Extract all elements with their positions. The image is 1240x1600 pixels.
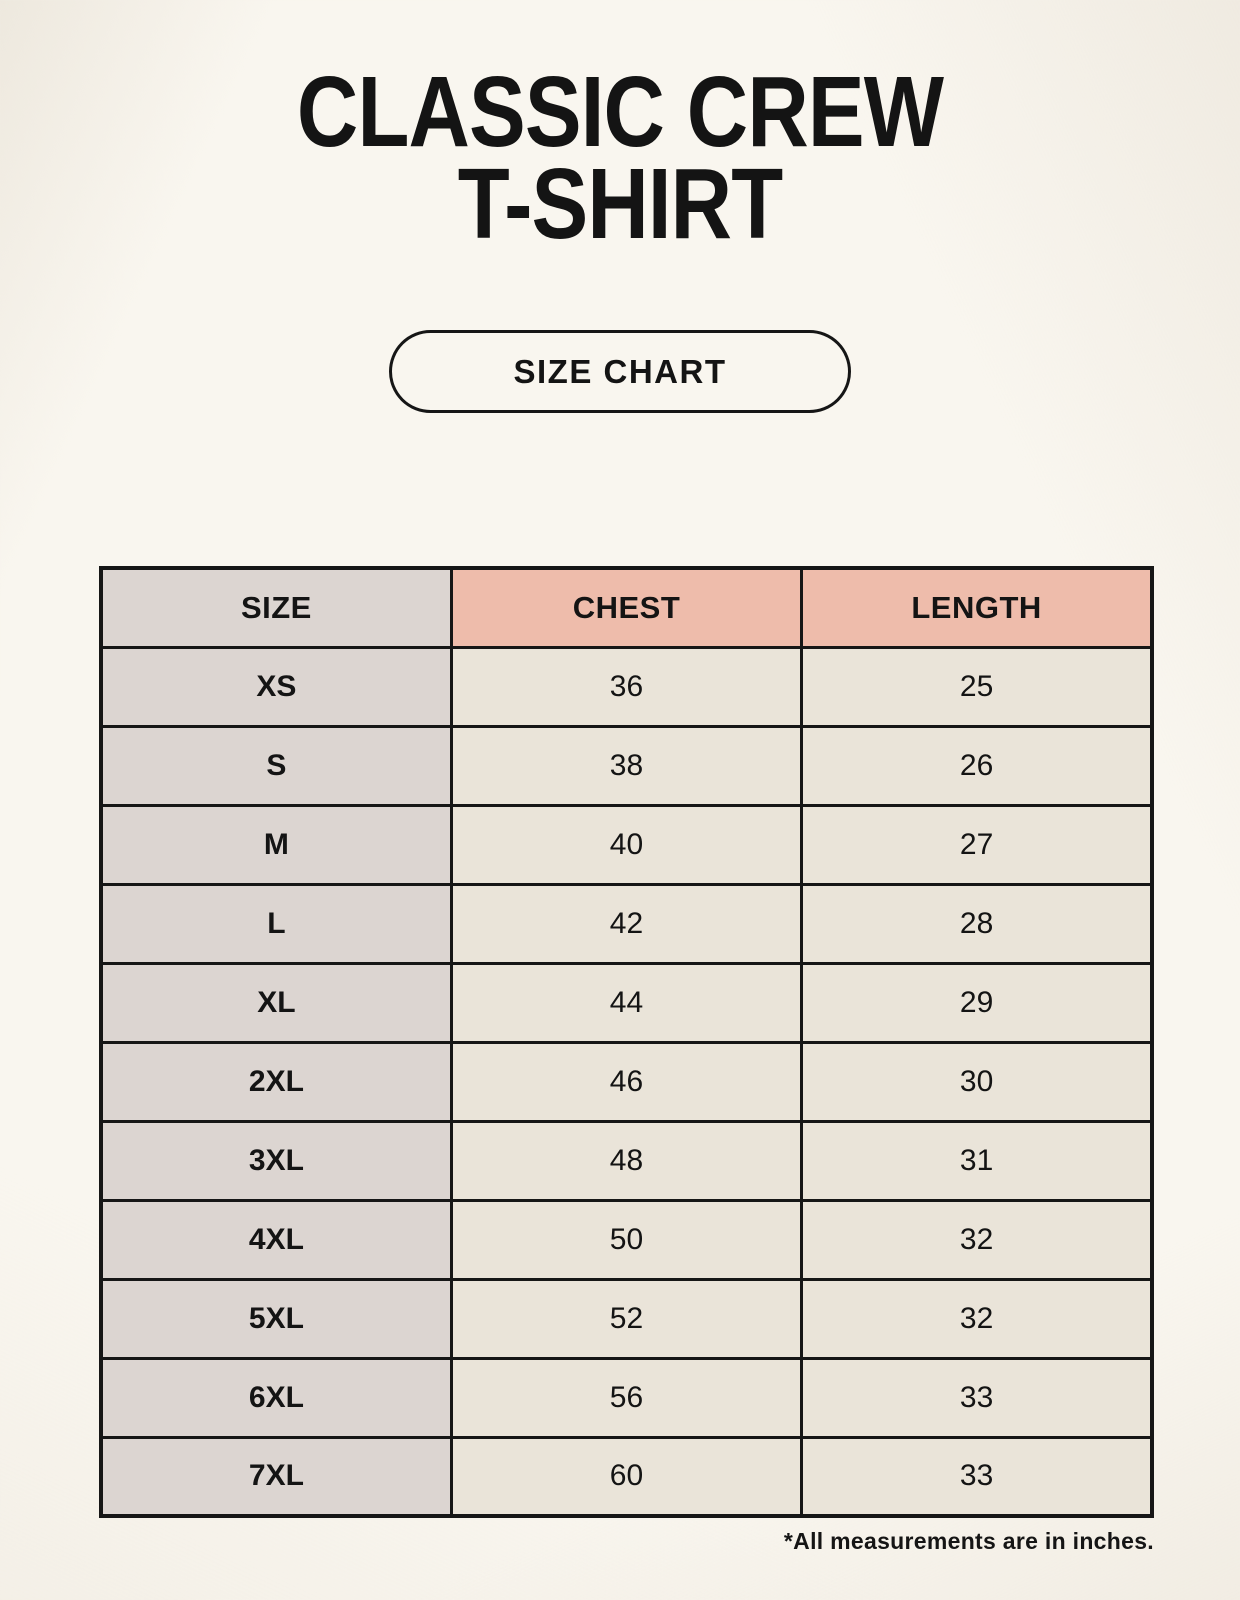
size-chart-button[interactable]: SIZE CHART (389, 330, 851, 413)
column-header-length: LENGTH (800, 566, 1154, 649)
size-chart-button-container: SIZE CHART (0, 330, 1240, 413)
length-cell: 29 (800, 961, 1154, 1044)
chest-cell: 46 (449, 1040, 804, 1123)
page-title: CLASSIC CREW T-SHIRT (0, 56, 1240, 260)
chest-cell: 42 (449, 882, 804, 965)
table-row: XL 44 29 (99, 961, 1154, 1044)
size-table-body: XS 36 25 S 38 26 M 40 27 L 42 28 XL 44 29 2XL 46 30 3XL 48 3… (99, 645, 1154, 1518)
length-cell: 28 (800, 882, 1154, 965)
page-title-line-1: CLASSIC CREW (296, 56, 944, 168)
size-cell: XS (99, 645, 453, 728)
size-chart-page: CLASSIC CREW T-SHIRT SIZE CHART SIZE CHE… (0, 56, 1240, 1600)
chest-cell: 48 (449, 1119, 804, 1202)
length-cell: 33 (800, 1356, 1154, 1439)
size-cell: 6XL (99, 1356, 453, 1439)
table-row: 2XL 46 30 (99, 1040, 1154, 1123)
size-cell: 4XL (99, 1198, 453, 1281)
size-table: SIZE CHEST LENGTH XS 36 25 S 38 26 M 40 27 L 42 28 X… (99, 566, 1154, 1518)
chest-cell: 44 (449, 961, 804, 1044)
length-cell: 33 (800, 1435, 1154, 1518)
chest-cell: 60 (449, 1435, 804, 1518)
column-header-chest: CHEST (449, 566, 804, 649)
size-cell: S (99, 724, 453, 807)
size-cell: 7XL (99, 1435, 453, 1518)
length-cell: 25 (800, 645, 1154, 728)
length-cell: 26 (800, 724, 1154, 807)
header-row: SIZE CHEST LENGTH (99, 566, 1154, 649)
size-cell: 3XL (99, 1119, 453, 1202)
page-title-line-2: T-SHIRT (457, 148, 783, 260)
measurements-footnote: *All measurements are in inches. (783, 1528, 1154, 1554)
length-cell: 27 (800, 803, 1154, 886)
table-row: 4XL 50 32 (99, 1198, 1154, 1281)
chest-cell: 50 (449, 1198, 804, 1281)
size-table-container: SIZE CHEST LENGTH XS 36 25 S 38 26 M 40 27 L 42 28 X… (99, 566, 1154, 1518)
chest-cell: 40 (449, 803, 804, 886)
chest-cell: 38 (449, 724, 804, 807)
table-row: L 42 28 (99, 882, 1154, 965)
size-cell: 2XL (99, 1040, 453, 1123)
table-row: 6XL 56 33 (99, 1356, 1154, 1439)
chest-cell: 56 (449, 1356, 804, 1439)
column-header-size: SIZE (99, 566, 453, 649)
table-row: M 40 27 (99, 803, 1154, 886)
size-cell: M (99, 803, 453, 886)
size-cell: 5XL (99, 1277, 453, 1360)
table-row: XS 36 25 (99, 645, 1154, 728)
table-row: 7XL 60 33 (99, 1435, 1154, 1518)
table-row: 3XL 48 31 (99, 1119, 1154, 1202)
chest-cell: 36 (449, 645, 804, 728)
size-table-header: SIZE CHEST LENGTH (99, 566, 1154, 649)
length-cell: 30 (800, 1040, 1154, 1123)
length-cell: 31 (800, 1119, 1154, 1202)
size-cell: XL (99, 961, 453, 1044)
length-cell: 32 (800, 1198, 1154, 1281)
table-row: S 38 26 (99, 724, 1154, 807)
size-cell: L (99, 882, 453, 965)
length-cell: 32 (800, 1277, 1154, 1360)
chest-cell: 52 (449, 1277, 804, 1360)
table-row: 5XL 52 32 (99, 1277, 1154, 1360)
